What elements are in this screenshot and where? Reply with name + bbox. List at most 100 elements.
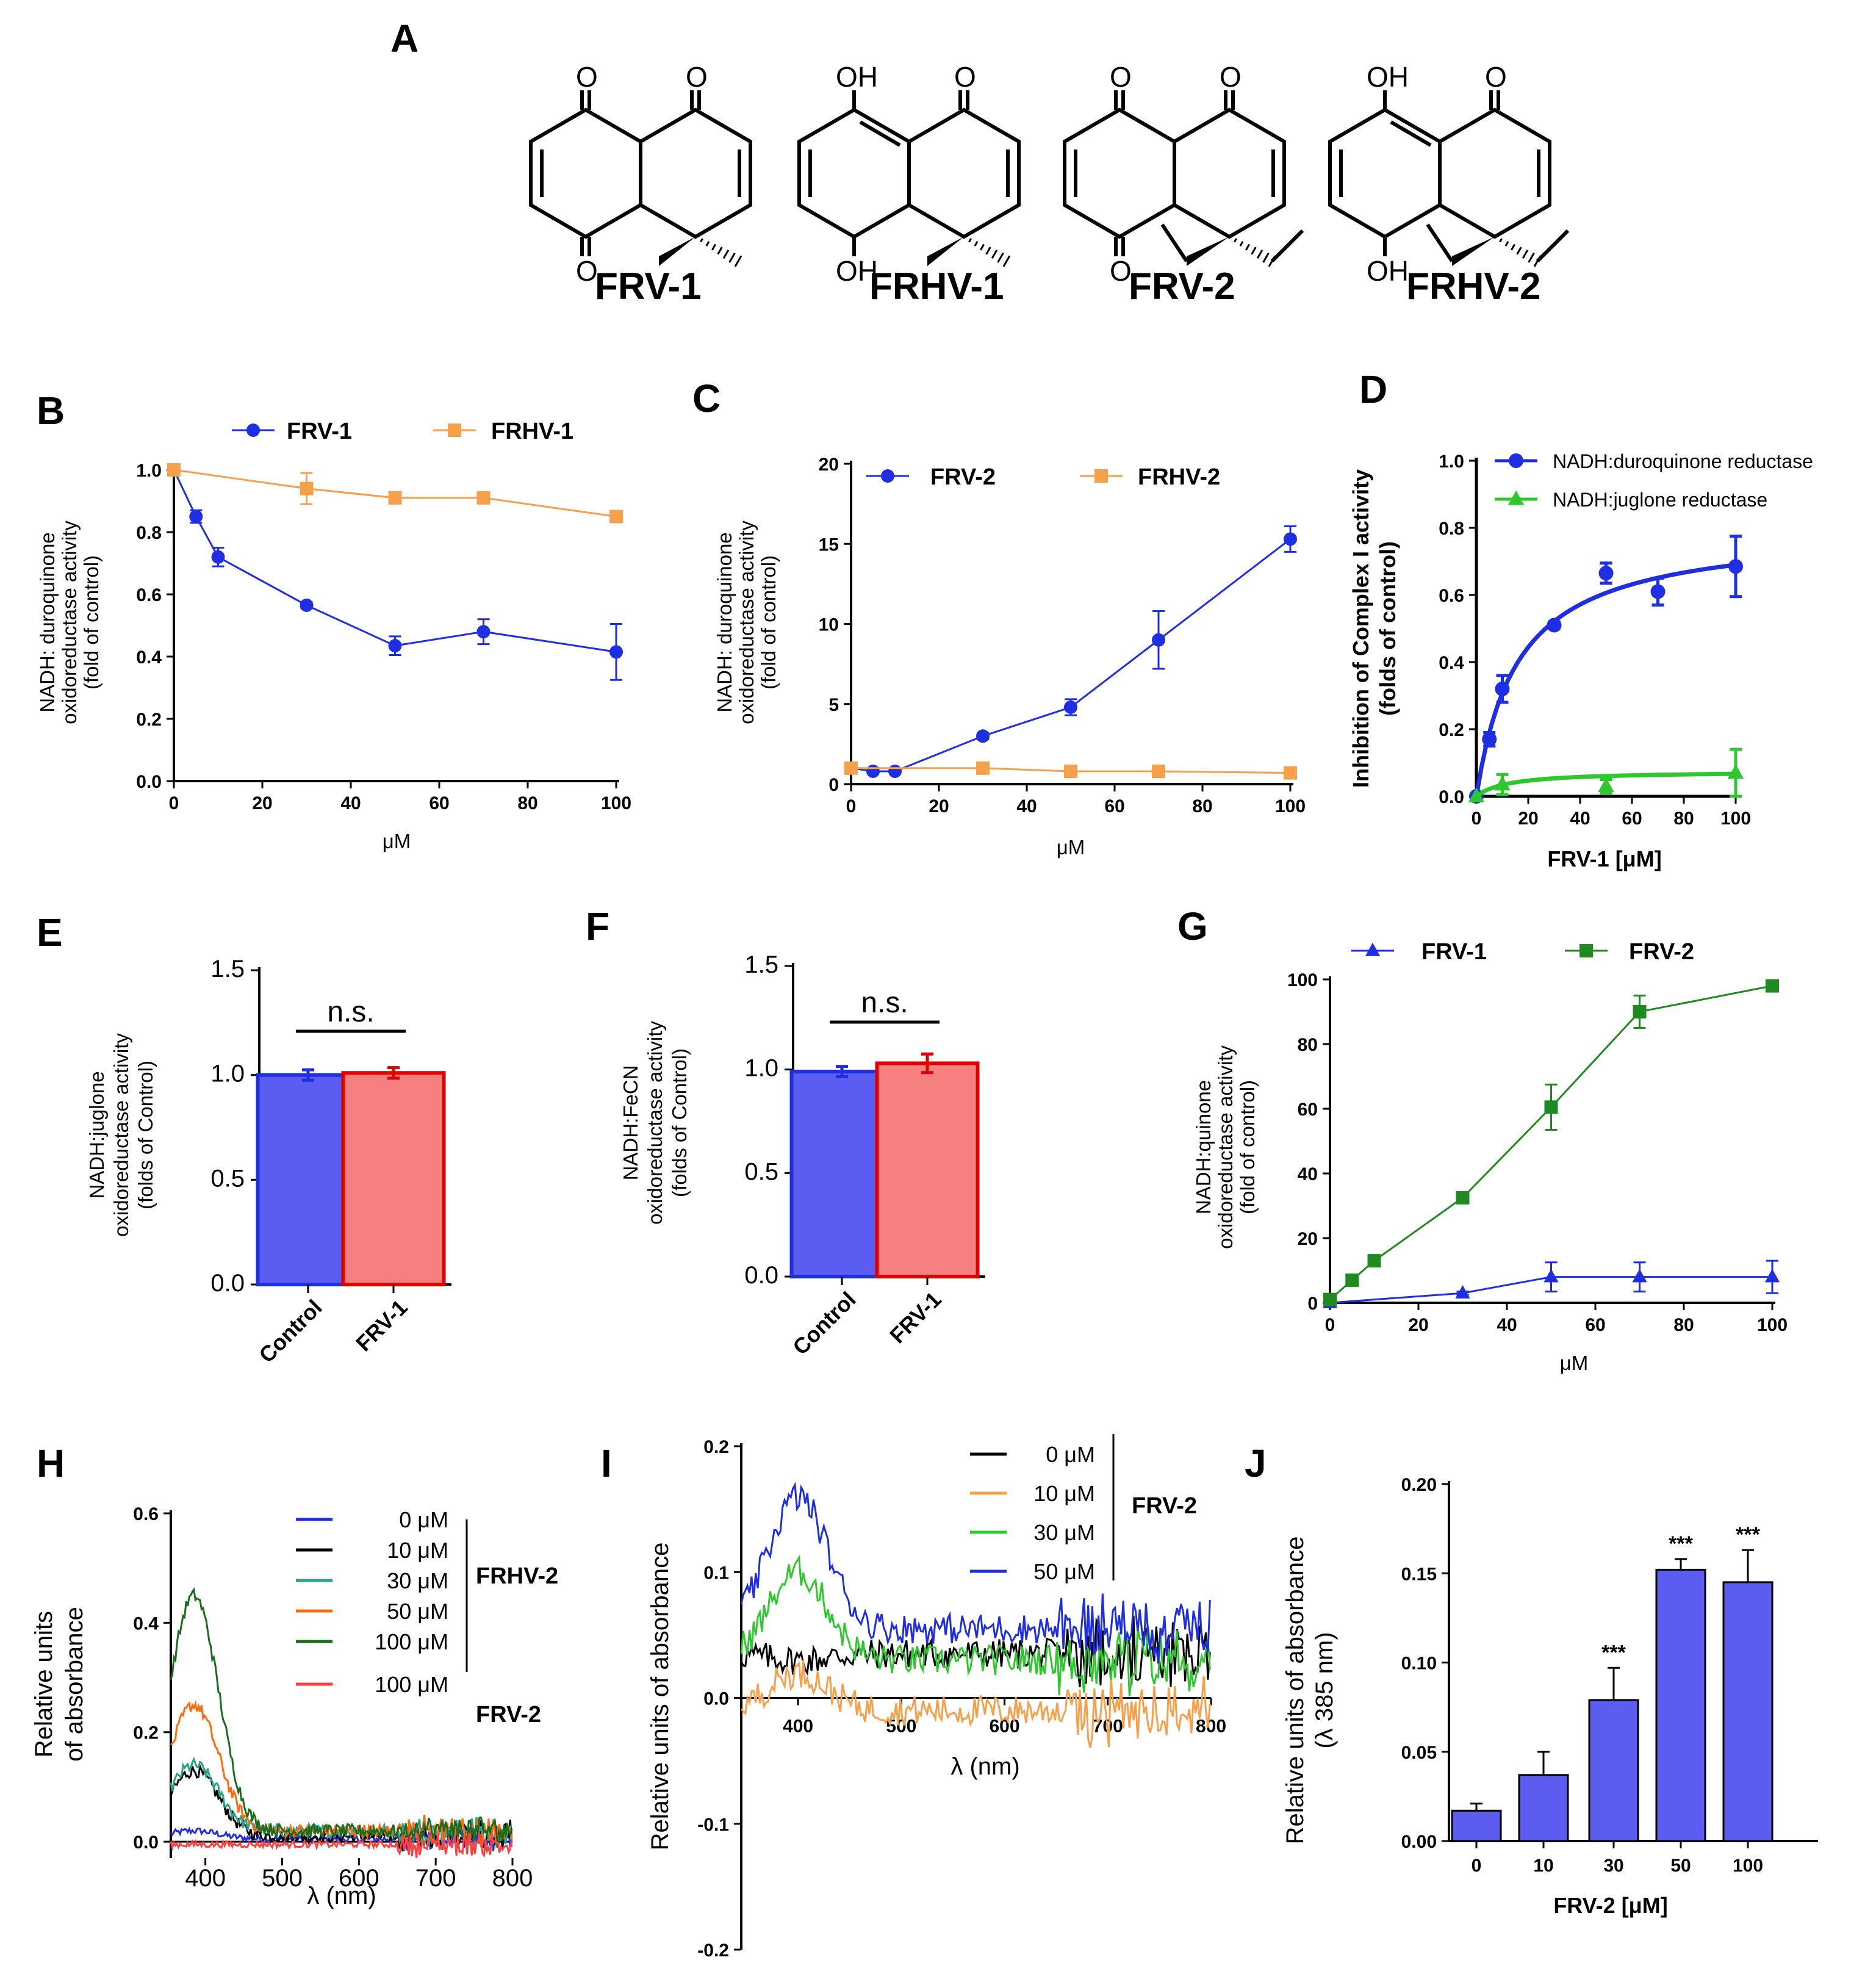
significance-stars: *** — [1669, 1532, 1693, 1555]
atom-label: OH — [1367, 255, 1409, 287]
legend-marker — [1509, 453, 1523, 468]
panel-label-b: B — [37, 389, 65, 433]
x-tick-label: 20 — [929, 796, 949, 816]
x-tick-label: 100 — [1757, 1315, 1788, 1335]
b-series-1-point — [609, 510, 623, 524]
legend-label: FRHV-1 — [491, 419, 573, 444]
x-tick-label: 100 — [1720, 809, 1751, 829]
y-tick-label: 0.0 — [744, 1262, 778, 1289]
x-tick-label: 10 — [1533, 1856, 1553, 1876]
y-tick-label: 100 — [1287, 970, 1318, 990]
c-series-0-line — [850, 538, 1291, 773]
legend-marker — [881, 469, 894, 483]
x-tick-label: 0 — [1472, 1856, 1482, 1876]
g-series-0-point — [1544, 1269, 1559, 1283]
y-tick-label: 0.4 — [136, 647, 162, 668]
ring-right — [639, 107, 752, 239]
double-bond — [859, 120, 901, 147]
hash — [991, 250, 998, 259]
y-axis-label-line: NADH:FeCN — [619, 1065, 642, 1181]
d-point-0 — [1547, 618, 1562, 633]
y-axis-label-line: Inhibition of Complex I activity — [1348, 469, 1373, 788]
legend-label: FRV-1 — [287, 419, 352, 444]
g-series-1-point — [1633, 1005, 1647, 1018]
y-tick-label: 40 — [1298, 1164, 1318, 1184]
d-fit-curve-1 — [1475, 771, 1736, 798]
x-tick-label: 0 — [1325, 1315, 1335, 1335]
y-axis-label: Relative units of absorbance — [31, 1607, 88, 1762]
wedge-bond — [1187, 237, 1229, 266]
hash — [1528, 252, 1535, 263]
panel-label-g: G — [1177, 904, 1208, 948]
x-tick-label: 400 — [783, 1717, 813, 1737]
structure-frv-1: O O O — [529, 61, 752, 287]
legend-label: FRV-1 — [1421, 939, 1487, 965]
x-tick-label: 700 — [415, 1865, 456, 1892]
e-category: FRV-1 — [351, 1295, 412, 1357]
structure-frhv-2: OH O OH — [1328, 61, 1570, 287]
c-series-0-point — [866, 765, 880, 778]
y-axis-label-line: oxidoreductase activity — [58, 521, 81, 724]
y-tick-label: 0.2 — [136, 710, 162, 730]
legend-label: NADH:juglone reductase — [1553, 489, 1767, 511]
g-series-1-point — [1367, 1254, 1381, 1268]
atom-label: O — [1485, 61, 1507, 93]
g-series-1-point — [1345, 1273, 1359, 1287]
y-tick-label: 0.05 — [1401, 1743, 1437, 1763]
x-tick-label: Control — [788, 1287, 860, 1360]
hash — [728, 252, 736, 263]
hash — [968, 238, 972, 243]
hash — [1251, 247, 1257, 255]
y-tick-label: 0.00 — [1401, 1832, 1437, 1852]
x-tick-label: 500 — [262, 1865, 303, 1892]
y-axis-label-line: NADH: duroquinone — [713, 532, 736, 712]
legend-label: 100 μM — [375, 1629, 448, 1654]
y-tick-label: 1.0 — [744, 1055, 778, 1082]
y-axis-label-line: Relative units — [31, 1611, 57, 1757]
significance-label: n.s. — [861, 987, 908, 1019]
d-point-0 — [1482, 732, 1497, 747]
atom-label: O — [1220, 61, 1242, 93]
legend-label: 0 μM — [399, 1507, 448, 1532]
bond — [1426, 223, 1454, 262]
y-tick-label: 1.5 — [210, 956, 245, 982]
significance-label: n.s. — [327, 996, 374, 1028]
hash — [705, 240, 710, 247]
y-tick-label: 1.0 — [1439, 452, 1464, 472]
x-tick-label: 30 — [1603, 1856, 1623, 1876]
y-axis-label: NADH: duroquinone oxidoreductase activity… — [713, 521, 780, 724]
hash — [1499, 238, 1503, 243]
legend-label: 30 μM — [387, 1568, 448, 1593]
j-bar — [1655, 1568, 1706, 1842]
ring-left — [1328, 107, 1442, 239]
y-tick-label: 0.6 — [133, 1504, 159, 1524]
y-axis-label-line: (fold of control) — [757, 555, 780, 690]
y-axis-label: Relative units of absorbance (λ 385 nm) — [1282, 1537, 1338, 1845]
y-tick-label: 0.0 — [703, 1689, 729, 1709]
hash — [974, 240, 979, 247]
x-tick-label: 20 — [252, 793, 272, 813]
x-tick-label: 800 — [492, 1865, 533, 1892]
y-axis-label: Inhibition of Complex I activity (folds o… — [1348, 469, 1400, 788]
legend-label: 50 μM — [1033, 1559, 1095, 1584]
x-tick-label: 80 — [1673, 809, 1694, 829]
x-axis-label: λ (nm) — [307, 1883, 376, 1909]
b-series-0-point — [476, 625, 491, 639]
y-tick-label: 0.6 — [1439, 586, 1464, 606]
x-tick-label: 60 — [429, 793, 449, 813]
y-tick-label: 0.6 — [136, 585, 162, 605]
y-axis-label-line: oxidoreductase activity — [1214, 1045, 1237, 1249]
y-tick-label: 0.4 — [133, 1613, 159, 1634]
compound-name: FRHV-1 — [869, 265, 1004, 308]
hash — [722, 250, 730, 259]
d-point-0 — [1495, 682, 1510, 696]
atom-label: OH — [1367, 61, 1409, 93]
compound-name: FRHV-2 — [1406, 265, 1540, 308]
x-tick-label: 100 — [1275, 796, 1306, 816]
x-tick-label: 40 — [1016, 796, 1037, 816]
y-tick-label: 0.0 — [210, 1270, 245, 1297]
c-series-0-point — [976, 729, 990, 743]
d-fit-curve-0 — [1474, 563, 1736, 797]
legend-group: FRV-2 — [1132, 1493, 1197, 1519]
x-tick-label: 20 — [1408, 1315, 1428, 1335]
